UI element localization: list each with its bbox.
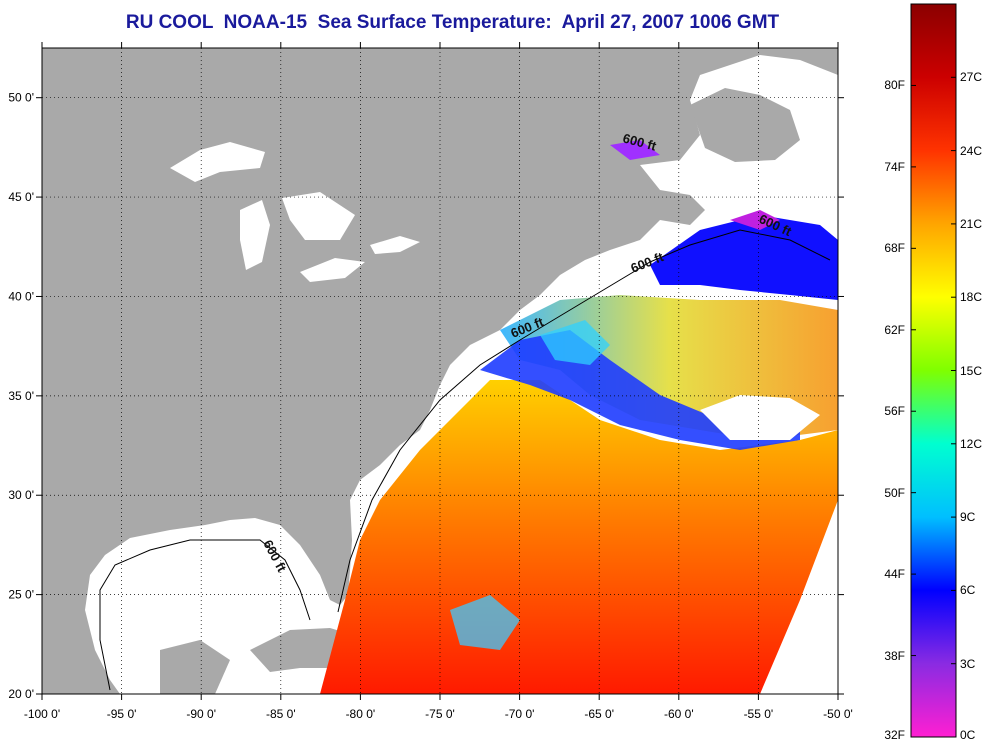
lon-tick-label: -95 0' — [107, 707, 137, 721]
lake-huron — [282, 192, 355, 240]
colorbar-f-label: 80F — [884, 78, 905, 93]
sst-cloud-patch — [700, 395, 820, 440]
lon-tick-label: -55 0' — [744, 707, 774, 721]
colorbar-f-label: 62F — [884, 322, 905, 337]
lake-michigan — [240, 200, 270, 270]
lon-tick-label: -50 0' — [823, 707, 853, 721]
sst-magenta-patch — [730, 210, 780, 230]
lon-tick-label: -75 0' — [425, 707, 455, 721]
colorbar-f-label: 32F — [884, 728, 905, 742]
colorbar-f-label: 56F — [884, 404, 905, 419]
land-north-america — [42, 48, 838, 694]
lon-tick-label: -60 0' — [664, 707, 694, 721]
colorbar-c-label: 6C — [960, 583, 976, 598]
colorbar-c-label: 0C — [960, 728, 976, 742]
lat-tick-label: 40 0' — [8, 289, 34, 303]
lon-tick-label: -80 0' — [346, 707, 376, 721]
lon-tick-label: -85 0' — [266, 707, 296, 721]
lake-erie — [300, 258, 365, 282]
lake-superior — [170, 142, 265, 182]
colorbar-c-label: 27C — [960, 70, 983, 85]
lake-ontario — [370, 236, 420, 254]
temperature-colorbar — [910, 3, 957, 738]
colorbar-f-label: 50F — [884, 485, 905, 500]
colorbar-f-label: 38F — [884, 648, 905, 663]
colorbar-f-label: 44F — [884, 567, 905, 582]
sst-magenta-patch-2 — [610, 140, 660, 160]
colorbar-c-label: 3C — [960, 656, 976, 671]
colorbar-c-label: 9C — [960, 510, 976, 525]
sst-warm-region — [320, 380, 838, 694]
graticule — [42, 48, 838, 694]
lat-tick-label: 25 0' — [8, 588, 34, 602]
lat-tick-label: 50 0' — [8, 91, 34, 105]
lon-tick-label: -70 0' — [505, 707, 535, 721]
lat-tick-label: 35 0' — [8, 389, 34, 403]
lat-tick-label: 45 0' — [8, 190, 34, 204]
colorbar-c-label: 24C — [960, 143, 983, 158]
colorbar-c-label: 12C — [960, 436, 983, 451]
colorbar-c-label: 21C — [960, 216, 983, 231]
lon-tick-label: -90 0' — [186, 707, 216, 721]
colorbar-c-label: 15C — [960, 363, 983, 378]
sst-cyan-patch — [540, 320, 610, 365]
land-yucatan — [160, 640, 230, 694]
lat-tick-label: 20 0' — [8, 687, 34, 701]
colorbar-f-label: 68F — [884, 241, 905, 256]
map-title: RU COOL NOAA-15 Sea Surface Temperature:… — [125, 12, 780, 33]
lon-tick-label: -100 0' — [24, 707, 60, 721]
land-newfoundland — [690, 88, 800, 162]
colorbar-f-label: 74F — [884, 159, 905, 174]
colorbar-c-label: 18C — [960, 290, 983, 305]
sst-cyan-patch-south — [450, 595, 520, 650]
lat-tick-label: 30 0' — [8, 488, 34, 502]
lon-tick-label: -65 0' — [584, 707, 614, 721]
sst-cold-north — [650, 215, 838, 300]
isobath-600ft — [99, 229, 831, 691]
